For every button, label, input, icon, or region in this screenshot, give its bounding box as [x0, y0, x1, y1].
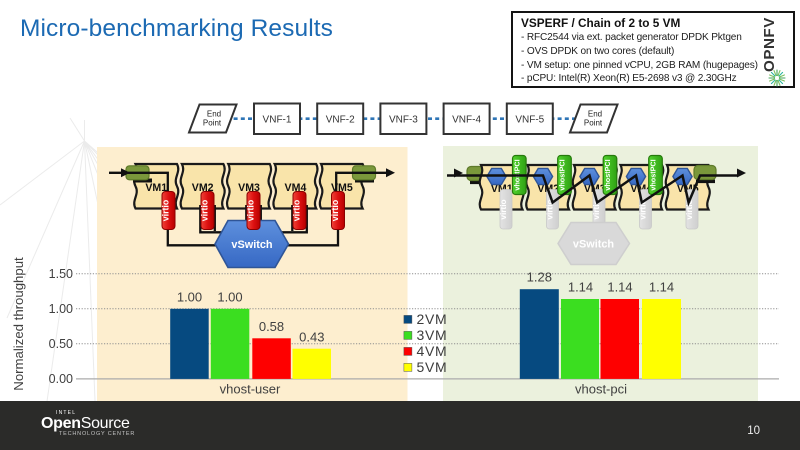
svg-text:VNF-3: VNF-3 [389, 115, 418, 126]
svg-text:virtio: virtio [545, 199, 555, 219]
svg-text:vhostPCI: vhostPCI [603, 159, 612, 190]
svg-text:End: End [207, 110, 221, 119]
svg-text:0.58: 0.58 [259, 319, 284, 334]
svg-text:Point: Point [584, 119, 603, 128]
svg-text:2VM: 2VM [417, 311, 448, 327]
svg-text:vhostPCI: vhostPCI [649, 159, 658, 190]
svg-text:1.14: 1.14 [649, 280, 674, 295]
svg-text:1.14: 1.14 [568, 280, 593, 295]
svg-text:VM1: VM1 [145, 182, 167, 194]
svg-text:virtio: virtio [638, 199, 648, 219]
svg-text:1.28: 1.28 [527, 270, 552, 285]
svg-text:0.50: 0.50 [49, 337, 73, 351]
svg-text:Normalized throughput: Normalized throughput [11, 257, 26, 391]
svg-text:virtio: virtio [330, 199, 340, 221]
svg-text:vSwitch: vSwitch [573, 239, 614, 251]
svg-text:vhostPCI: vhostPCI [558, 159, 567, 190]
svg-text:1.14: 1.14 [607, 280, 632, 295]
svg-text:0.00: 0.00 [49, 372, 73, 386]
svg-text:OPNFV: OPNFV [761, 17, 778, 72]
svg-text:virtio: virtio [246, 199, 256, 221]
svg-text:VNF-2: VNF-2 [326, 115, 355, 126]
svg-text:1.00: 1.00 [217, 290, 242, 305]
svg-text:virtio: virtio [591, 199, 601, 219]
svg-text:4VM: 4VM [417, 343, 448, 359]
svg-text:VNF-5: VNF-5 [515, 115, 544, 126]
svg-text:1.00: 1.00 [49, 302, 73, 316]
svg-text:vhost-user: vhost-user [220, 382, 281, 397]
svg-text:0.43: 0.43 [299, 330, 324, 345]
svg-text:VNF-1: VNF-1 [263, 115, 292, 126]
svg-text:virtio: virtio [684, 199, 694, 219]
svg-text:virtio: virtio [498, 199, 508, 219]
svg-text:VNF-4: VNF-4 [452, 115, 481, 126]
svg-text:5VM: 5VM [417, 359, 448, 375]
svg-text:vSwitch: vSwitch [231, 239, 272, 251]
svg-text:vhost-pci: vhost-pci [575, 382, 627, 397]
svg-text:virtio: virtio [292, 199, 302, 221]
svg-text:1.50: 1.50 [49, 267, 73, 281]
svg-text:Point: Point [203, 119, 222, 128]
svg-text:virtio: virtio [200, 199, 210, 221]
svg-text:3VM: 3VM [417, 327, 448, 343]
svg-text:End: End [588, 110, 602, 119]
svg-text:virtio: virtio [161, 199, 171, 221]
svg-text:1.00: 1.00 [177, 290, 202, 305]
